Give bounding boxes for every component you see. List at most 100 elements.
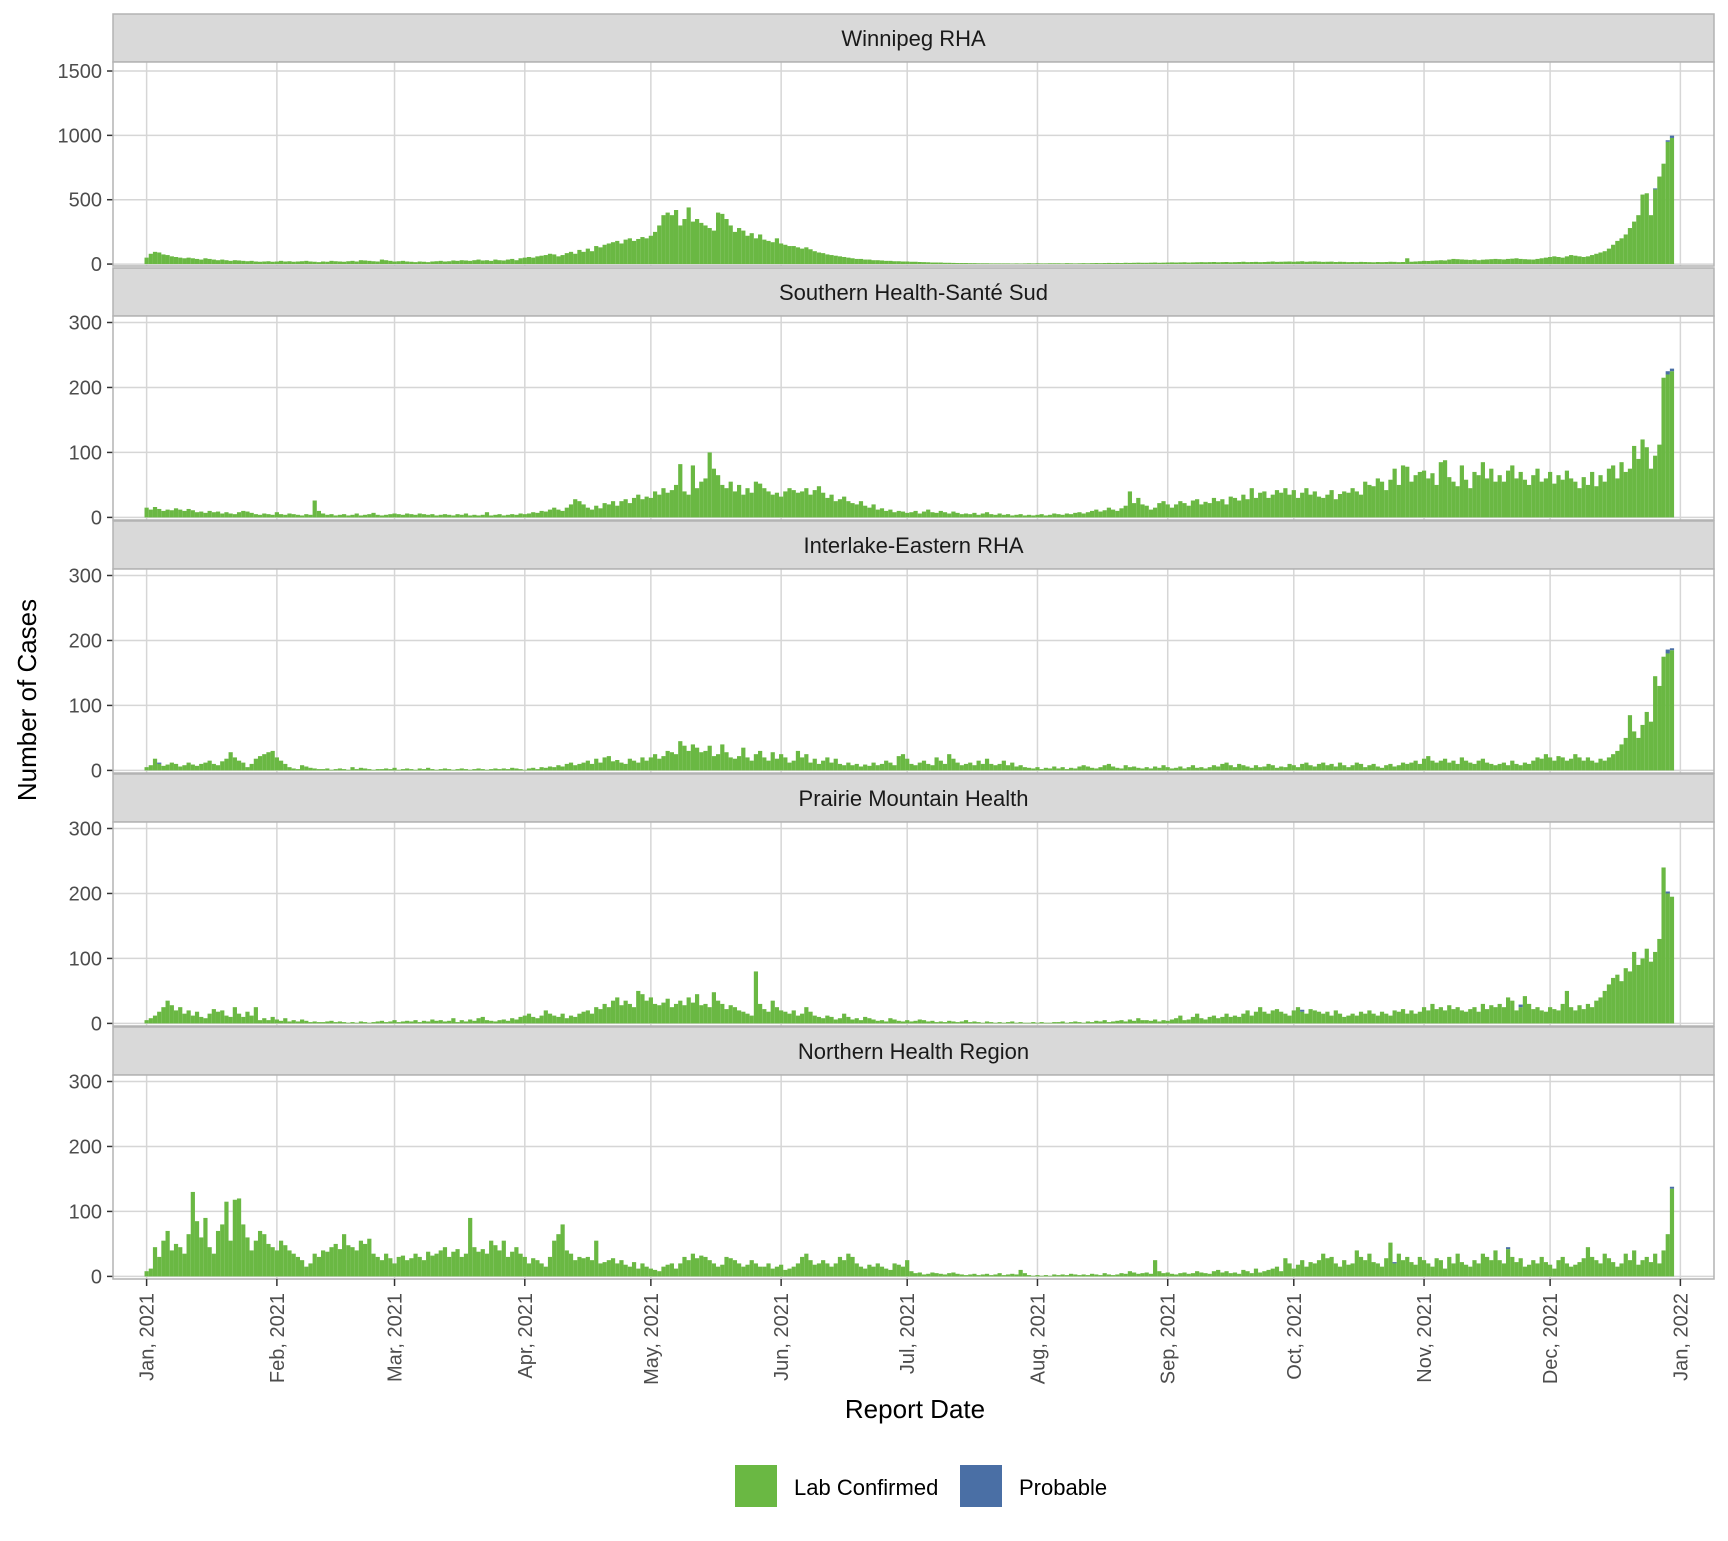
bar-lab-confirmed	[1266, 1269, 1271, 1277]
bar-lab-confirmed	[758, 750, 763, 771]
bar-lab-confirmed	[728, 757, 733, 771]
bar-lab-confirmed	[980, 1022, 985, 1024]
bar-lab-confirmed	[1346, 492, 1351, 518]
bar-lab-confirmed	[1556, 256, 1561, 265]
bar-lab-confirmed	[619, 501, 624, 518]
bar-lab-confirmed	[749, 233, 754, 265]
bar-lab-confirmed	[1001, 1275, 1006, 1277]
bar-lab-confirmed	[661, 1002, 666, 1024]
bar-lab-confirmed	[1371, 262, 1376, 265]
bar-lab-confirmed	[1018, 514, 1023, 518]
bar-lab-confirmed	[568, 1015, 574, 1024]
bar-lab-confirmed	[1354, 491, 1359, 518]
bar-lab-confirmed	[741, 1266, 746, 1277]
bar-lab-confirmed	[1661, 867, 1666, 1024]
bar-lab-confirmed	[257, 1230, 263, 1277]
bar-lab-confirmed	[1321, 1013, 1326, 1024]
bar-lab-confirmed	[384, 1253, 389, 1277]
bar-lab-confirmed	[463, 1021, 469, 1024]
bar-lab-confirmed	[682, 1256, 687, 1277]
bar-lab-confirmed	[976, 1022, 981, 1024]
bar-lab-confirmed	[896, 1264, 901, 1277]
bar-lab-confirmed	[1396, 1011, 1401, 1024]
y-tick-label: 0	[91, 1266, 102, 1288]
bar-lab-confirmed	[1665, 374, 1670, 518]
bar-lab-confirmed	[325, 1021, 330, 1024]
bar-lab-confirmed	[547, 1256, 553, 1277]
bar-lab-confirmed	[1535, 468, 1540, 518]
bar-lab-confirmed	[392, 1263, 397, 1277]
bar-lab-confirmed	[245, 1237, 250, 1277]
bar-lab-confirmed	[1489, 468, 1494, 518]
bar-lab-confirmed	[837, 1256, 843, 1277]
bar-lab-confirmed	[913, 1020, 918, 1024]
bar-lab-confirmed	[1321, 762, 1326, 771]
bar-lab-confirmed	[278, 760, 284, 771]
x-axis: Jan, 2021 Feb, 2021 Mar, 2021 Apr, 2021 May,…	[137, 1279, 1692, 1385]
bar-lab-confirmed	[1648, 215, 1654, 265]
bar-lab-confirmed	[308, 514, 313, 518]
bar-lab-confirmed	[1140, 1273, 1145, 1277]
bar-lab-confirmed	[1169, 262, 1175, 265]
bar-lab-confirmed	[720, 484, 725, 518]
bar-lab-confirmed	[879, 763, 885, 771]
bar-lab-confirmed	[892, 765, 897, 771]
bar-lab-confirmed	[770, 752, 775, 771]
bar-lab-confirmed	[1157, 1271, 1162, 1277]
bar-lab-confirmed	[346, 515, 351, 518]
bar-lab-confirmed	[678, 1000, 683, 1024]
bar-lab-confirmed	[1342, 261, 1347, 265]
bar-lab-confirmed	[1514, 1010, 1519, 1024]
bar-lab-confirmed	[1237, 1273, 1242, 1277]
bar-lab-confirmed	[1459, 1010, 1464, 1024]
bar-lab-confirmed	[1312, 491, 1317, 518]
bar-lab-confirmed	[144, 1020, 149, 1024]
bar-lab-confirmed	[758, 234, 763, 265]
bar-lab-confirmed	[884, 1268, 889, 1277]
bar-lab-confirmed	[371, 769, 376, 771]
bar-lab-confirmed	[199, 1237, 204, 1277]
bar-lab-confirmed	[1283, 1258, 1288, 1277]
bar-lab-confirmed	[1169, 768, 1175, 771]
bar-lab-confirmed	[333, 769, 338, 771]
bar-lab-confirmed	[278, 1240, 284, 1277]
bar-lab-confirmed	[1098, 1021, 1103, 1024]
bar-lab-confirmed	[392, 767, 397, 771]
bar-lab-confirmed	[686, 1260, 691, 1277]
bar-lab-confirmed	[510, 767, 515, 771]
bar-lab-confirmed	[1484, 1256, 1490, 1277]
bar-lab-confirmed	[1157, 767, 1162, 771]
bar-lab-confirmed	[1333, 1010, 1338, 1024]
bar-lab-confirmed	[1442, 460, 1448, 518]
bar-lab-confirmed	[236, 512, 242, 518]
bar-lab-confirmed	[249, 1015, 254, 1024]
bar-lab-confirmed	[1115, 262, 1120, 265]
bar-lab-confirmed	[716, 1266, 721, 1277]
bar-lab-confirmed	[585, 248, 590, 265]
bar-lab-confirmed	[283, 261, 288, 265]
bar-lab-confirmed	[1035, 263, 1040, 265]
bar-lab-confirmed	[942, 1022, 948, 1024]
bar-lab-confirmed	[1249, 488, 1254, 518]
bar-lab-confirmed	[657, 1271, 662, 1277]
bar-lab-confirmed	[1287, 494, 1292, 518]
bar-lab-confirmed	[1606, 757, 1612, 771]
bar-lab-confirmed	[144, 507, 149, 518]
bar-lab-confirmed	[728, 1258, 733, 1277]
bar-lab-confirmed	[363, 260, 368, 265]
bar-lab-confirmed	[745, 1264, 750, 1277]
bar-lab-confirmed	[615, 997, 620, 1024]
bar-lab-confirmed	[938, 1021, 943, 1024]
bar-lab-confirmed	[1295, 1264, 1301, 1277]
bar-lab-confirmed	[1531, 259, 1536, 265]
bar-lab-confirmed	[1371, 1262, 1376, 1277]
bar-lab-confirmed	[1216, 1018, 1221, 1024]
bar-lab-confirmed	[363, 514, 368, 518]
bar-lab-confirmed	[741, 230, 746, 265]
bar-lab-confirmed	[1241, 494, 1246, 518]
bar-lab-confirmed	[774, 1007, 780, 1024]
bar-lab-confirmed	[152, 1247, 158, 1277]
bar-lab-confirmed	[896, 1020, 901, 1024]
bar-lab-confirmed	[825, 1015, 830, 1024]
bar-lab-confirmed	[182, 1253, 187, 1277]
